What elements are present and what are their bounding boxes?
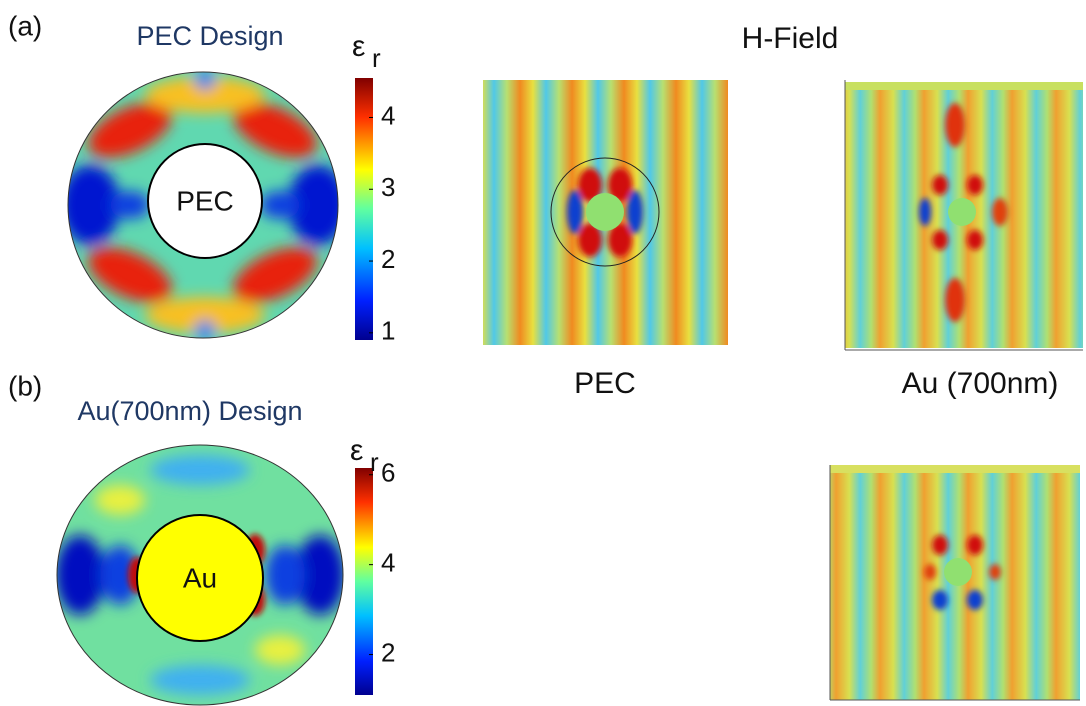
colorbar bbox=[355, 78, 373, 340]
colorbar bbox=[355, 468, 373, 695]
panel-title: Au(700nm) Design bbox=[77, 396, 302, 426]
design-map bbox=[68, 72, 338, 338]
panel-label: (a) bbox=[8, 10, 42, 41]
core bbox=[147, 143, 263, 259]
design-outline bbox=[56, 444, 344, 706]
colorbar-tick-label: 3 bbox=[381, 172, 395, 202]
colorbar-tick-label: 1 bbox=[381, 316, 395, 346]
core bbox=[136, 514, 264, 642]
colorbar-symbol: ε bbox=[352, 30, 365, 63]
colorbar-tick-label: 2 bbox=[381, 637, 395, 667]
field-title: H-Field bbox=[742, 22, 839, 55]
colorbar-tick-label: 2 bbox=[381, 244, 395, 274]
panel-label: (b) bbox=[8, 370, 42, 401]
core-label: PEC bbox=[176, 185, 234, 216]
field-caption: Au (700nm) bbox=[902, 367, 1059, 400]
colorbar-subscript: r bbox=[372, 43, 381, 73]
colorbar-subscript: r bbox=[370, 447, 379, 477]
colorbar-tick-label: 4 bbox=[381, 548, 395, 578]
colorbar-tick-label: 4 bbox=[381, 100, 395, 130]
field-map-au bbox=[844, 80, 1083, 351]
field-map-au-b bbox=[829, 465, 1080, 701]
field-map-pec bbox=[483, 80, 728, 345]
colorbar-symbol: ε bbox=[350, 434, 363, 467]
design-map bbox=[57, 445, 343, 705]
colorbar-tick-label: 6 bbox=[381, 458, 395, 488]
design-outline bbox=[67, 71, 339, 339]
core-label: Au bbox=[183, 562, 217, 593]
panel-title: PEC Design bbox=[136, 21, 283, 51]
field-caption: PEC bbox=[574, 367, 636, 400]
